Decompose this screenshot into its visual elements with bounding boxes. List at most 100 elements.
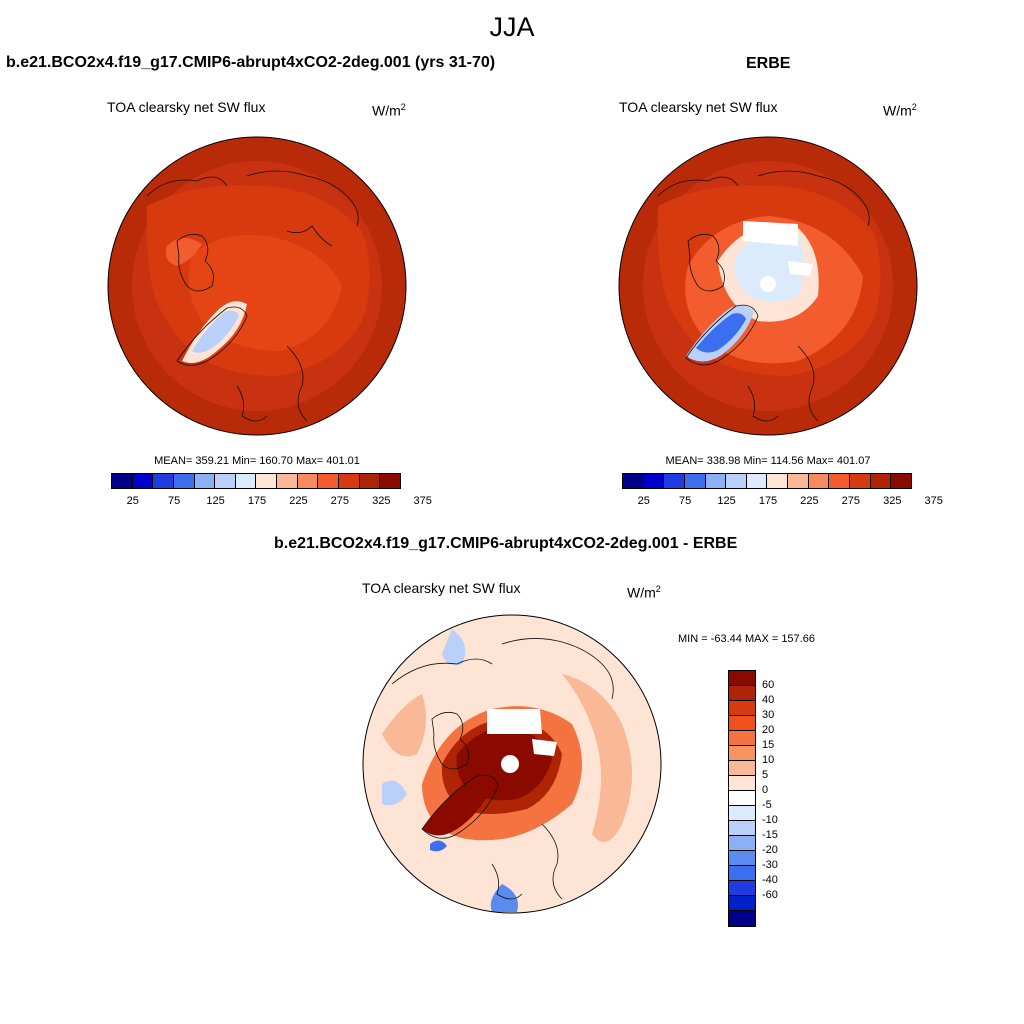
panel2-colorbar-swatches — [622, 473, 912, 489]
colorbar-label: 325 — [372, 495, 391, 507]
colorbar-swatch — [153, 474, 174, 488]
colorbar-swatch — [359, 474, 381, 488]
panel2-variable: TOA clearsky net SW flux — [619, 99, 778, 115]
colorbar-label: 275 — [330, 495, 350, 507]
colorbar-swatch — [808, 474, 830, 488]
colorbar-label: 375 — [924, 495, 943, 507]
colorbar-swatch — [729, 701, 755, 716]
colorbar-swatch — [235, 474, 257, 488]
colorbar-label: -10 — [762, 814, 778, 826]
panel3-stats: MIN = -63.44 MAX = 157.66 — [678, 633, 815, 645]
colorbar-swatch — [729, 716, 755, 731]
colorbar-label: 175 — [247, 495, 267, 507]
panel3-colorbar-swatches — [728, 670, 756, 927]
colorbar-swatch — [705, 474, 727, 488]
colorbar-swatch — [339, 474, 360, 488]
colorbar-label: 40 — [762, 694, 775, 706]
colorbar-swatch — [729, 851, 755, 866]
colorbar-swatch — [729, 671, 755, 686]
panel1-colorbar: 25 75 125 175 225 275 325 375 — [111, 473, 432, 509]
colorbar-label: -5 — [762, 799, 772, 811]
colorbar-swatch — [729, 746, 755, 761]
colorbar-label: 30 — [762, 709, 775, 721]
colorbar-label: 375 — [413, 495, 432, 507]
colorbar-swatch — [729, 881, 755, 896]
colorbar-label: 225 — [800, 495, 819, 507]
panel1-colorbar-labels: 25 75 125 175 225 275 325 375 — [111, 495, 432, 509]
colorbar-swatch — [729, 911, 755, 926]
colorbar-swatch — [194, 474, 216, 488]
colorbar-swatch — [256, 474, 278, 488]
panel2-units: W/m2 — [883, 102, 917, 119]
colorbar-label: 125 — [206, 495, 225, 507]
panel1-colorbar-swatches — [111, 473, 401, 489]
colorbar-swatch — [891, 474, 911, 488]
colorbar-swatch — [684, 474, 706, 488]
colorbar-label: 75 — [168, 495, 181, 507]
colorbar-label: -30 — [762, 859, 778, 871]
colorbar-label: 0 — [762, 784, 769, 796]
panel1-units: W/m2 — [372, 102, 406, 119]
colorbar-label: 5 — [762, 769, 769, 781]
colorbar-swatch — [788, 474, 809, 488]
colorbar-swatch — [643, 474, 665, 488]
colorbar-swatch — [729, 731, 755, 746]
panel3-units: W/m2 — [627, 584, 661, 601]
colorbar-swatch — [729, 776, 755, 791]
colorbar-swatch — [112, 474, 133, 488]
colorbar-swatch — [729, 806, 755, 821]
panel3-map — [362, 614, 662, 914]
colorbar-swatch — [870, 474, 892, 488]
colorbar-label: 20 — [762, 724, 775, 736]
colorbar-swatch — [623, 474, 644, 488]
panel1-variable: TOA clearsky net SW flux — [107, 99, 266, 115]
colorbar-label: -40 — [762, 874, 778, 886]
colorbar-swatch — [729, 791, 755, 806]
colorbar-label: 10 — [762, 754, 775, 766]
colorbar-swatch — [380, 474, 400, 488]
colorbar-label: 15 — [762, 739, 775, 751]
colorbar-label: -15 — [762, 829, 778, 841]
colorbar-swatch — [829, 474, 851, 488]
colorbar-swatch — [729, 896, 755, 911]
panel2-title: ERBE — [746, 55, 791, 72]
colorbar-swatch — [850, 474, 871, 488]
colorbar-swatch — [173, 474, 195, 488]
colorbar-label: 60 — [762, 679, 775, 691]
main-title: JJA — [489, 12, 535, 42]
colorbar-swatch — [132, 474, 154, 488]
panel3-title: b.e21.BCO2x4.f19_g17.CMIP6-abrupt4xCO2-2… — [274, 535, 738, 552]
colorbar-label: -20 — [762, 844, 778, 856]
colorbar-swatch — [297, 474, 319, 488]
panel2-stats: MEAN= 338.98 Min= 114.56 Max= 401.07 — [665, 455, 871, 467]
panel1-map — [107, 136, 407, 436]
colorbar-swatch — [729, 821, 755, 836]
colorbar-swatch — [767, 474, 789, 488]
colorbar-swatch — [729, 686, 755, 701]
colorbar-label: 75 — [679, 495, 692, 507]
colorbar-label: 275 — [841, 495, 861, 507]
colorbar-swatch — [729, 866, 755, 881]
colorbar-swatch — [726, 474, 747, 488]
colorbar-label: -60 — [762, 889, 778, 901]
panel2-map — [618, 136, 918, 436]
colorbar-label: 175 — [758, 495, 778, 507]
colorbar-label: 325 — [883, 495, 902, 507]
colorbar-label: 125 — [717, 495, 736, 507]
colorbar-swatch — [277, 474, 298, 488]
colorbar-swatch — [746, 474, 768, 488]
panel1-title: b.e21.BCO2x4.f19_g17.CMIP6-abrupt4xCO2-2… — [6, 54, 496, 71]
panel3-variable: TOA clearsky net SW flux — [362, 580, 521, 596]
colorbar-swatch — [729, 836, 755, 851]
colorbar-label: 25 — [637, 495, 650, 507]
colorbar-swatch — [215, 474, 236, 488]
panel2-colorbar-labels: 25 75 125 175 225 275 325 375 — [622, 495, 943, 509]
colorbar-label: 225 — [289, 495, 308, 507]
panel2-colorbar: 25 75 125 175 225 275 325 375 — [622, 473, 943, 509]
colorbar-label: 25 — [126, 495, 139, 507]
colorbar-swatch — [729, 761, 755, 776]
colorbar-swatch — [318, 474, 340, 488]
colorbar-swatch — [664, 474, 685, 488]
panel1-stats: MEAN= 359.21 Min= 160.70 Max= 401.01 — [154, 455, 360, 467]
panel3-colorbar: 60 40 30 20 15 10 5 0 -5 -10 -15 -20 -30 -40 -60 — [728, 670, 778, 927]
